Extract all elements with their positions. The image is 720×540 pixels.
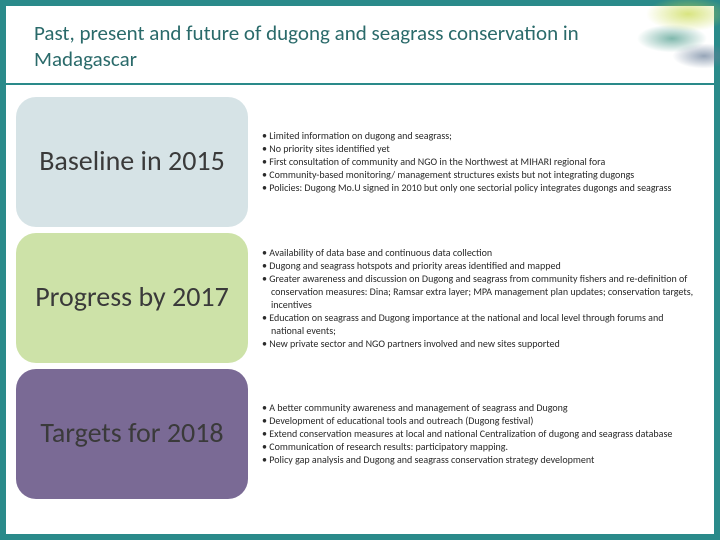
section-row: Targets for 2018 A better community awar…: [16, 369, 704, 499]
section-row: Progress by 2017 Availability of data ba…: [16, 233, 704, 363]
section-content: Availability of data base and continuous…: [258, 233, 704, 363]
bullet-list: A better community awareness and managem…: [262, 401, 696, 466]
section-pill-progress: Progress by 2017: [16, 233, 248, 363]
section-label: Progress by 2017: [35, 281, 229, 313]
bullet-item: Development of educational tools and out…: [262, 414, 696, 427]
bullet-item: New private sector and NGO partners invo…: [262, 337, 696, 350]
section-row: Baseline in 2015 Limited information on …: [16, 97, 704, 227]
bullet-item: First consultation of community and NGO …: [262, 155, 696, 168]
bullet-item: Community-based monitoring/ management s…: [262, 168, 696, 181]
bullet-item: Greater awareness and discussion on Dugo…: [262, 272, 696, 311]
section-label: Targets for 2018: [40, 417, 223, 449]
bullet-item: Communication of research results: parti…: [262, 440, 696, 453]
bullet-item: Limited information on dugong and seagra…: [262, 129, 696, 142]
bullet-list: Availability of data base and continuous…: [262, 246, 696, 350]
sections-container: Baseline in 2015 Limited information on …: [6, 85, 714, 509]
bullet-item: Extend conservation measures at local an…: [262, 427, 696, 440]
bullet-item: Policies: Dugong Mo.U signed in 2010 but…: [262, 181, 696, 194]
section-pill-targets: Targets for 2018: [16, 369, 248, 499]
section-content: Limited information on dugong and seagra…: [258, 97, 704, 227]
section-content: A better community awareness and managem…: [258, 369, 704, 499]
bullet-item: No priority sites identified yet: [262, 142, 696, 155]
bullet-item: Education on seagrass and Dugong importa…: [262, 311, 696, 337]
bullet-item: Policy gap analysis and Dugong and seagr…: [262, 453, 696, 466]
bullet-list: Limited information on dugong and seagra…: [262, 129, 696, 194]
section-label: Baseline in 2015: [39, 145, 225, 177]
section-pill-baseline: Baseline in 2015: [16, 97, 248, 227]
page-title: Past, present and future of dugong and s…: [6, 6, 714, 83]
bullet-item: Availability of data base and continuous…: [262, 246, 696, 259]
bullet-item: Dugong and seagrass hotspots and priorit…: [262, 259, 696, 272]
bullet-item: A better community awareness and managem…: [262, 401, 696, 414]
